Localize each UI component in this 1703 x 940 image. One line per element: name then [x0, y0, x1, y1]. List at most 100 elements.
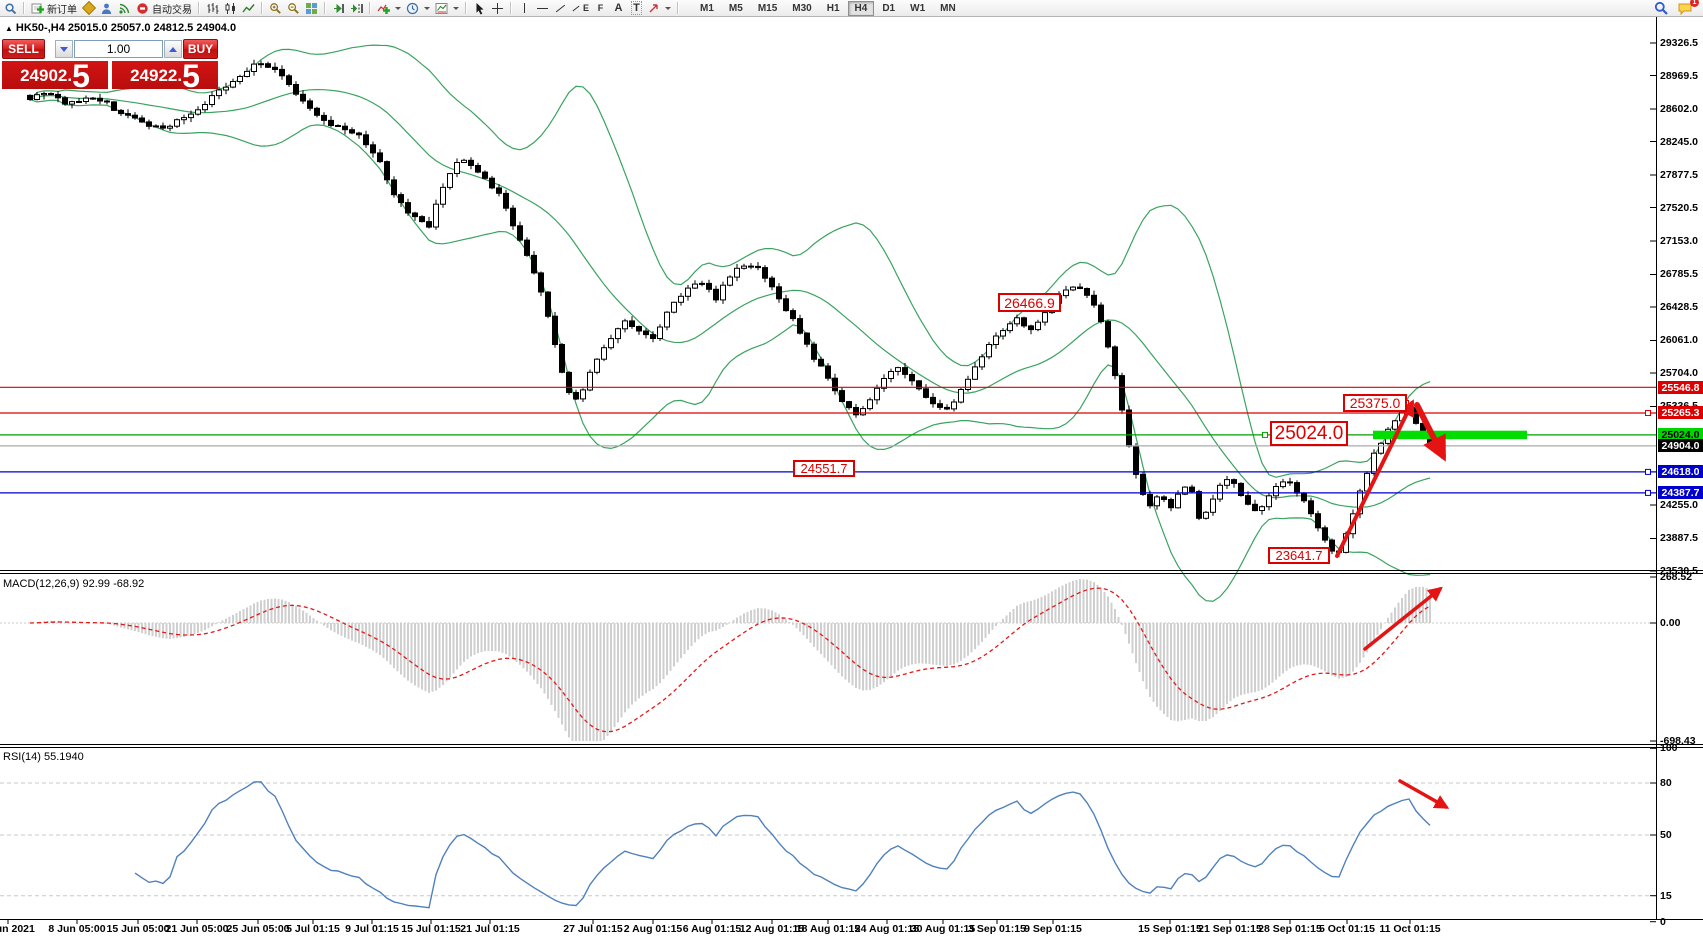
price-axis-tick: 27877.5: [1660, 169, 1698, 181]
volume-increase-button[interactable]: [164, 40, 182, 58]
search-magnifier-icon: [1654, 1, 1668, 15]
timeframe-h1[interactable]: H1: [820, 1, 847, 16]
volume-input[interactable]: [74, 40, 163, 58]
text-label-icon[interactable]: T: [628, 1, 645, 16]
candles-icon: [225, 2, 235, 14]
timeframe-d1[interactable]: D1: [875, 1, 902, 16]
new-order-button[interactable]: 新订单: [29, 1, 79, 16]
data-window-icon[interactable]: [98, 1, 115, 16]
time-axis-label: 9 Sep 01:15: [1024, 923, 1082, 935]
text-letter: A: [614, 2, 623, 14]
arrows-tool-icon[interactable]: [646, 1, 673, 16]
price-annotation-label[interactable]: 25375.0: [1343, 394, 1407, 412]
periods-icon[interactable]: [404, 1, 432, 16]
line-handle: [1262, 431, 1268, 438]
up-arrow-icon: [169, 46, 177, 52]
new-order-icon: [31, 3, 44, 13]
auto-scroll-icon[interactable]: [330, 1, 347, 16]
horizontal-line-glyph: [537, 7, 548, 9]
time-axis-label: 8 Jun 05:00: [48, 923, 106, 935]
rsi-value-text: 55.1940: [43, 751, 84, 763]
toolbar-separator: [324, 2, 326, 14]
buy-button[interactable]: BUY: [183, 39, 218, 59]
indicators-icon[interactable]: [375, 1, 403, 16]
trend-arrow: [1335, 399, 1414, 558]
chart-shift-icon[interactable]: [348, 1, 365, 16]
time-axis-label: 21 Jun 05:00: [165, 923, 229, 935]
magnifier-icon: [5, 2, 17, 14]
price-annotation-label[interactable]: 24551.7: [793, 460, 855, 477]
line-chart-icon[interactable]: [240, 1, 257, 16]
sell-price-panel[interactable]: 24902. 5: [2, 61, 108, 89]
fibonacci-icon[interactable]: F: [592, 1, 609, 16]
macd-histogram: [0, 579, 1656, 741]
chart-search-partial-icon[interactable]: [2, 1, 19, 16]
timeframe-w1[interactable]: W1: [903, 1, 932, 16]
autotrading-button[interactable]: 自动交易: [134, 1, 194, 16]
trendline-glyph: [555, 4, 566, 12]
signals-icon[interactable]: [116, 1, 133, 16]
templates-icon[interactable]: [433, 1, 461, 16]
ohlc-bars-icon: [207, 2, 219, 14]
timeframe-switcher: M1 M5 M15 M30 H1 H4 D1 W1 MN: [693, 0, 963, 16]
text-icon[interactable]: A: [610, 1, 627, 16]
timeframe-m15[interactable]: M15: [751, 1, 784, 16]
crosshair-icon[interactable]: [489, 1, 506, 16]
chat-icon[interactable]: 1: [1676, 0, 1699, 16]
clock-icon: [406, 2, 419, 14]
search-icon[interactable]: [1652, 1, 1670, 16]
profiles-icon[interactable]: [80, 0, 97, 16]
tile-windows-icon[interactable]: [303, 1, 320, 16]
crosshair-glyph: [492, 2, 503, 14]
buy-price-dot: .: [177, 66, 183, 85]
price-annotation-label[interactable]: 23641.7: [1268, 547, 1330, 564]
timeframe-m1[interactable]: M1: [693, 1, 721, 16]
price-axis-tick: 28969.5: [1660, 70, 1698, 82]
cursor-icon[interactable]: [471, 1, 488, 16]
zoom-out-icon[interactable]: [285, 1, 302, 16]
price-annotation-label[interactable]: 26466.9: [998, 293, 1061, 312]
time-axis-label: 2 Jun 2021: [0, 923, 35, 935]
macd-values-text: 92.99 -68.92: [82, 578, 145, 590]
time-axis-label: 18 Aug 01:15: [795, 923, 861, 935]
zoom-in-icon[interactable]: [267, 1, 284, 16]
timeframe-h4[interactable]: H4: [847, 0, 875, 16]
symbol-dropdown-marker: ▲: [5, 24, 13, 33]
indicator-plus-icon: [377, 4, 390, 14]
rsi-axis-tick: 80: [1660, 777, 1672, 789]
horizontal-line-icon[interactable]: [534, 1, 551, 16]
sell-price-int: 24902: [20, 66, 68, 85]
trend-arrow: [1414, 402, 1446, 462]
trendline-icon[interactable]: [552, 1, 569, 16]
equidistant-channel-icon[interactable]: E: [570, 1, 591, 16]
bar-chart-icon[interactable]: [204, 1, 221, 16]
one-click-trading-panel: SELL BUY 24902.5 24922.5: [2, 39, 218, 89]
dropdown-caret: [424, 6, 430, 10]
autoscroll-icon: [334, 3, 344, 13]
line-handle: [1645, 410, 1651, 416]
timeframe-mn[interactable]: MN: [933, 1, 963, 16]
buy-price-panel[interactable]: 24922. 5: [112, 61, 218, 89]
rsi-indicator-title: RSI(14) 55.1940: [3, 751, 84, 763]
toolbar-separator: [261, 2, 263, 14]
rsi-axis-tick: 50: [1660, 829, 1672, 841]
rsi-axis-tick: 15: [1660, 890, 1672, 902]
price-annotation-label[interactable]: 25024.0: [1270, 421, 1348, 446]
vertical-line-icon[interactable]: [516, 1, 533, 16]
price-axis-tick: 26785.5: [1660, 268, 1698, 280]
sell-button[interactable]: SELL: [2, 39, 45, 59]
trend-arrow: [1398, 779, 1450, 809]
polyline-icon: [242, 3, 255, 12]
price-axis-tick: 23530.5: [1660, 565, 1698, 577]
price-axis-tick: 27520.5: [1660, 202, 1698, 214]
macd-axis-tick: 268.52: [1660, 571, 1693, 583]
price-axis-tick: 28602.0: [1660, 103, 1698, 115]
timeframe-m30[interactable]: M30: [785, 1, 818, 16]
macd-indicator-title: MACD(12,26,9) 92.99 -68.92: [3, 578, 144, 590]
volume-decrease-button[interactable]: [55, 40, 73, 58]
trend-arrow: [1363, 586, 1443, 651]
timeframe-m5[interactable]: M5: [722, 1, 750, 16]
toolbar-separator: [677, 2, 680, 14]
candlestick-chart-icon[interactable]: [222, 1, 239, 16]
